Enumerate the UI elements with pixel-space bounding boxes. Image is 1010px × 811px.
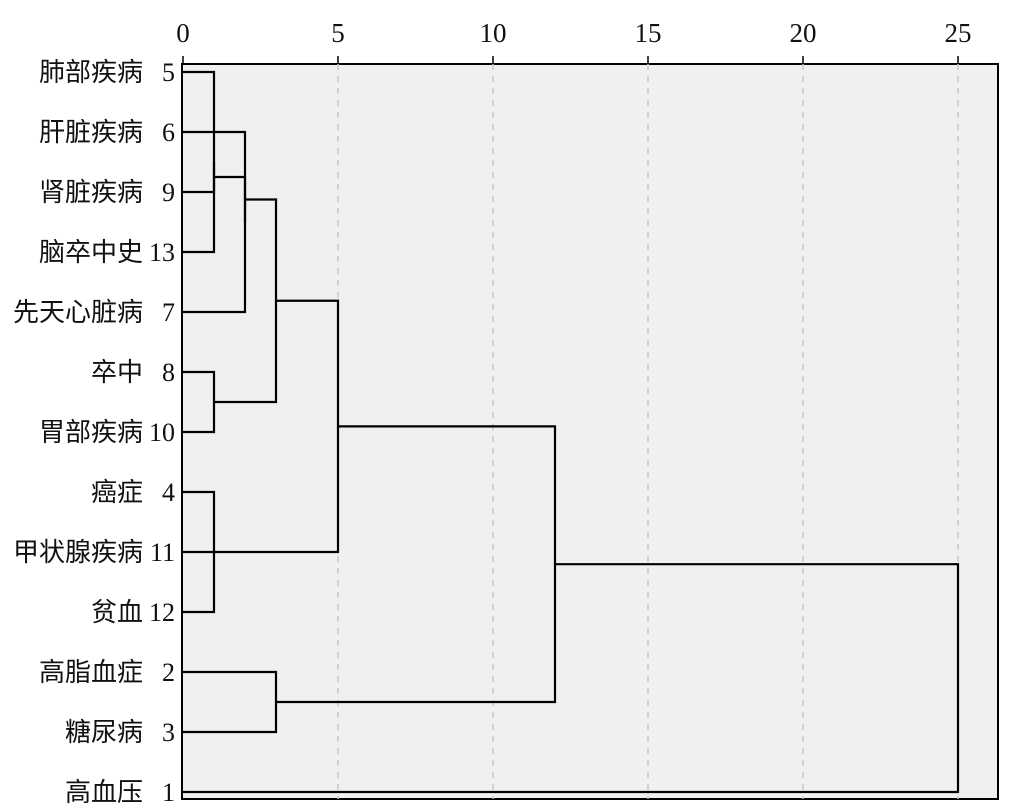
leaf-label: 胃部疾病: [39, 418, 143, 447]
leaf-id: 1: [162, 778, 175, 807]
leaf-label: 脑卒中史: [39, 238, 143, 267]
leaf-id: 12: [149, 598, 175, 627]
x-tick-label: 20: [790, 18, 817, 48]
leaf-label: 肝脏疾病: [39, 118, 143, 147]
plot-area: [181, 63, 999, 800]
x-axis-ticks: 0 5 10 15 20 25: [176, 18, 972, 64]
leaf-id: 7: [162, 298, 175, 327]
x-tick-label: 10: [480, 18, 507, 48]
leaf-label: 甲状腺疾病: [13, 538, 143, 567]
leaf-id: 3: [162, 718, 175, 747]
x-tick-label: 25: [945, 18, 972, 48]
leaf-id: 13: [149, 238, 175, 267]
leaf-label: 贫血: [91, 598, 143, 627]
leaf-id: 9: [162, 178, 175, 207]
leaf-id: 5: [162, 58, 175, 87]
x-tick-label: 0: [176, 18, 190, 48]
merge-link-11: [183, 563, 960, 794]
leaf-label: 肾脏疾病: [39, 178, 143, 207]
leaf-label: 糖尿病: [65, 718, 143, 747]
dendrogram-tree: [183, 70, 960, 794]
leaf-label: 先天心脏病: [13, 298, 143, 327]
merge-link-2: [183, 162, 216, 194]
x-tick-label: 5: [331, 18, 345, 48]
merge-link-3: [214, 175, 247, 222]
leaf-id: 8: [162, 358, 175, 387]
leaf-label: 高血压: [65, 778, 143, 807]
leaf-id: 6: [162, 118, 175, 147]
x-tick-label: 15: [635, 18, 662, 48]
leaf-id: 4: [162, 478, 175, 507]
leaf-label: 卒中: [91, 358, 143, 387]
leaf-id: 2: [162, 658, 175, 687]
leaf-label: 癌症: [91, 478, 143, 507]
leaf-label: 高脂血症: [39, 658, 143, 687]
leaf-id: 11: [150, 538, 175, 567]
leaf-label: 肺部疾病: [39, 58, 143, 87]
leaf-id: 10: [149, 418, 175, 447]
